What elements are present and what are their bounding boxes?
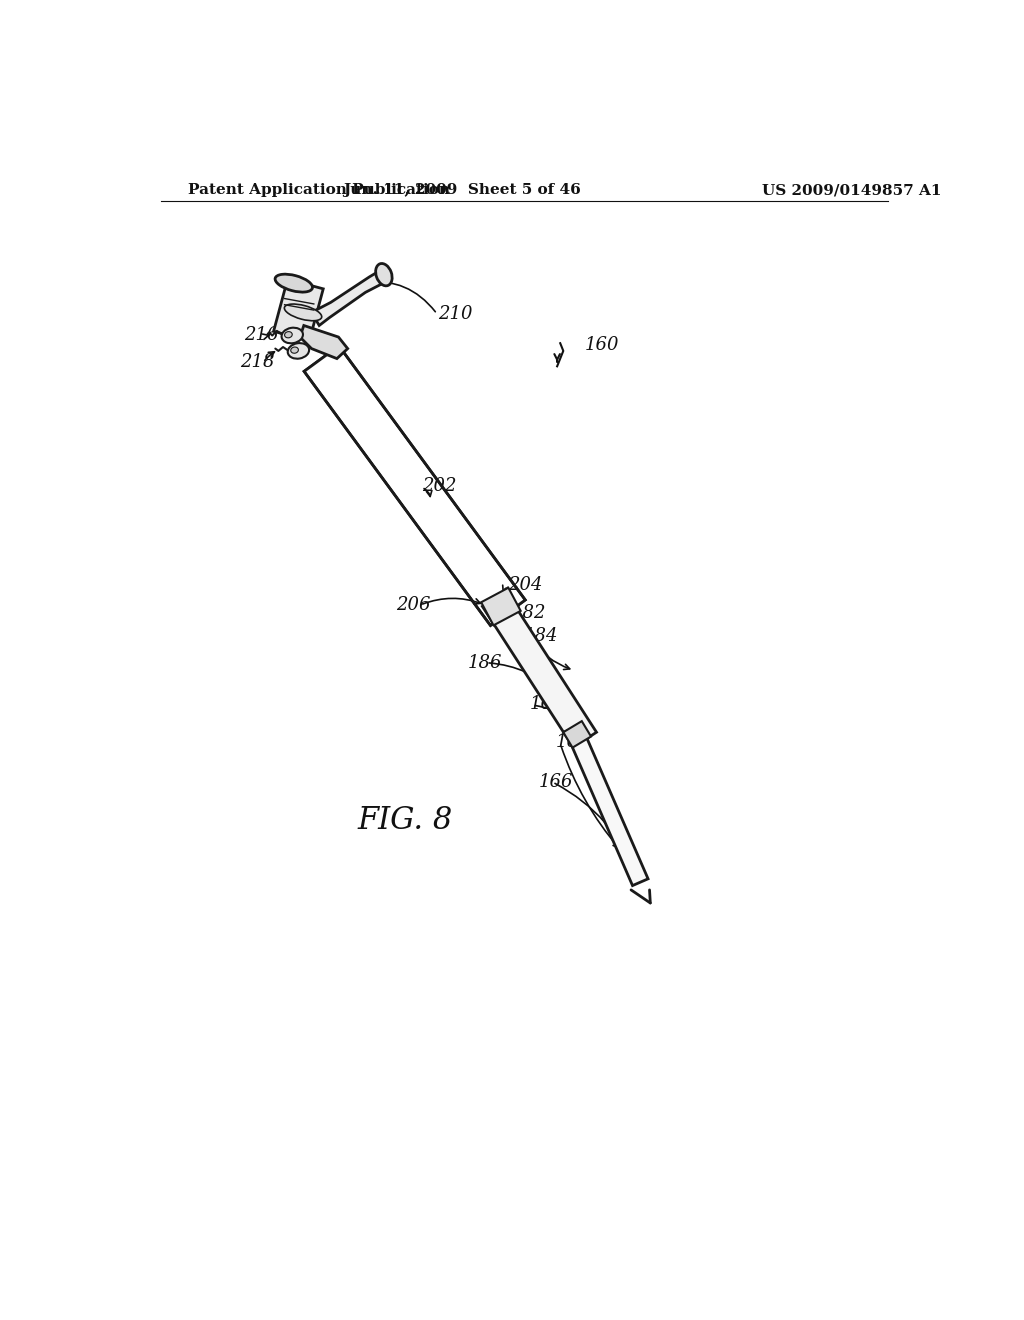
Text: 162: 162 <box>529 694 564 713</box>
Text: 218: 218 <box>240 354 274 371</box>
Text: 182: 182 <box>512 603 546 622</box>
Text: 186: 186 <box>468 653 503 672</box>
Ellipse shape <box>376 264 392 286</box>
Text: 210: 210 <box>438 305 473 323</box>
Polygon shape <box>305 347 524 624</box>
Polygon shape <box>300 326 348 359</box>
Text: FIG. 8: FIG. 8 <box>357 805 453 836</box>
Polygon shape <box>482 591 597 747</box>
Ellipse shape <box>285 331 292 338</box>
Polygon shape <box>273 280 324 341</box>
Polygon shape <box>565 725 648 886</box>
Text: Patent Application Publication: Patent Application Publication <box>188 183 451 197</box>
Text: Jun. 11, 2009  Sheet 5 of 46: Jun. 11, 2009 Sheet 5 of 46 <box>343 183 581 197</box>
Text: US 2009/0149857 A1: US 2009/0149857 A1 <box>762 183 941 197</box>
Ellipse shape <box>291 347 298 354</box>
Text: 204: 204 <box>508 576 543 594</box>
Polygon shape <box>311 268 386 326</box>
Text: 184: 184 <box>523 627 558 644</box>
Polygon shape <box>481 587 520 626</box>
Ellipse shape <box>282 327 303 343</box>
Ellipse shape <box>288 343 309 359</box>
Polygon shape <box>563 721 591 747</box>
Text: 216: 216 <box>245 326 279 345</box>
Text: 202: 202 <box>422 477 456 495</box>
Ellipse shape <box>285 304 322 321</box>
Polygon shape <box>304 346 525 626</box>
Text: 206: 206 <box>396 597 431 614</box>
Text: 164: 164 <box>556 733 590 751</box>
Text: 166: 166 <box>539 774 573 791</box>
Text: 160: 160 <box>585 335 620 354</box>
Ellipse shape <box>275 275 312 292</box>
